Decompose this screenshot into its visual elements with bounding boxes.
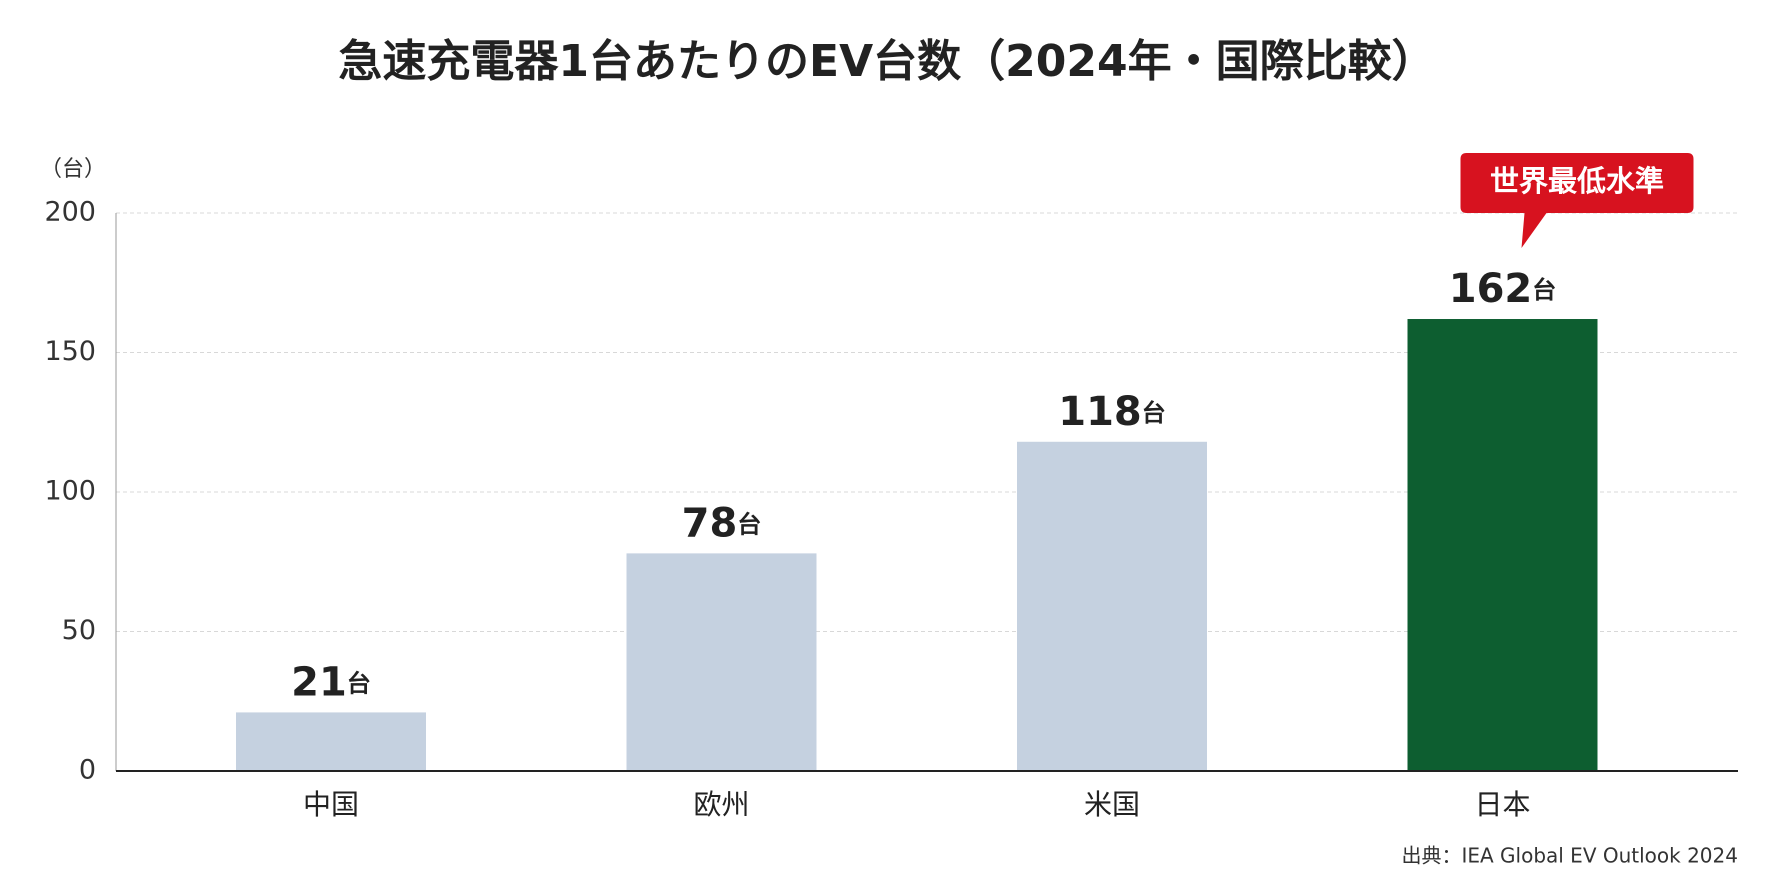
x-tick-label: 米国 xyxy=(1084,788,1140,821)
x-tick-label: 欧州 xyxy=(693,788,749,821)
value-unit: 台 xyxy=(1532,276,1556,304)
value-number: 118 xyxy=(1058,389,1142,435)
value-label: 162台 xyxy=(1449,266,1557,312)
value-unit: 台 xyxy=(347,669,371,697)
bar xyxy=(1017,441,1207,771)
callout-text: 世界最低水準 xyxy=(1490,164,1664,198)
value-number: 162 xyxy=(1449,266,1533,312)
y-unit-label: （台） xyxy=(40,157,106,182)
y-tick-label: 0 xyxy=(79,755,96,786)
y-tick-label: 200 xyxy=(44,197,96,228)
value-label: 118台 xyxy=(1058,389,1166,435)
y-tick-label: 50 xyxy=(62,615,96,646)
x-tick-label: 日本 xyxy=(1474,788,1530,821)
value-label: 21台 xyxy=(291,659,371,705)
y-tick-label: 100 xyxy=(44,476,96,507)
source: 出典：IEA Global EV Outlook 2024 xyxy=(1401,844,1738,868)
x-tick-label: 中国 xyxy=(303,788,359,821)
callout-box xyxy=(1460,153,1694,249)
value-label: 78台 xyxy=(682,500,762,546)
value-unit: 台 xyxy=(1142,399,1166,427)
value-number: 21 xyxy=(291,659,347,705)
bar xyxy=(626,553,817,771)
bar xyxy=(1407,319,1598,771)
chart-title: 急速充電器1台あたりのEV台数（2024年・国際比較） xyxy=(338,36,1435,87)
value-unit: 台 xyxy=(737,510,761,538)
y-tick-label: 150 xyxy=(44,336,96,367)
bar xyxy=(236,712,426,771)
value-number: 78 xyxy=(682,500,738,546)
